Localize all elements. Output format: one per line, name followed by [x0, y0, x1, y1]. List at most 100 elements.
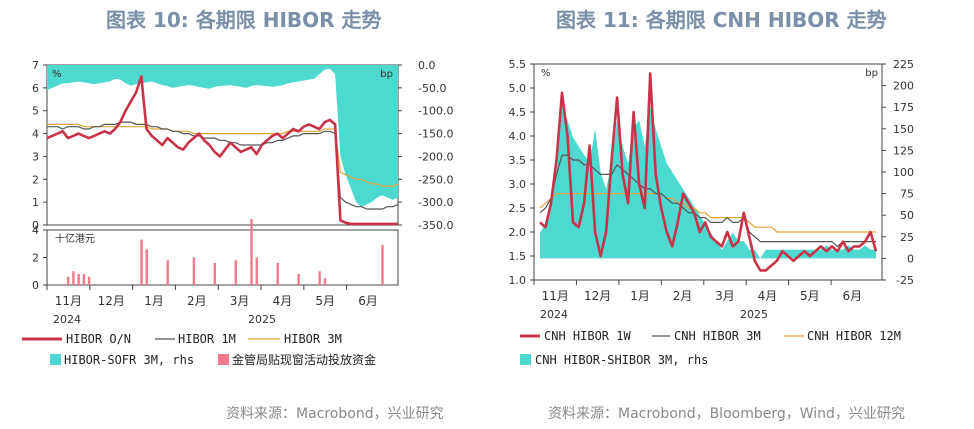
discount-window-bar — [82, 274, 86, 285]
discount-window-bar — [72, 271, 75, 285]
discount-window-bar — [213, 263, 217, 285]
left-ytick-rhs-label: -50.0 — [418, 82, 446, 95]
right-xtick-label: 11月 — [542, 289, 569, 303]
right-unit-bp: bp — [865, 68, 878, 79]
right-ytick-label: 5.5 — [509, 58, 527, 71]
right-xtick-label: 12月 — [584, 289, 611, 303]
right-xtick-label: 3月 — [715, 289, 735, 303]
discount-window-bar — [87, 276, 91, 285]
left-ytick-rhs-label: -250.0 — [418, 173, 453, 186]
right-ytick-rhs-label: 50 — [900, 209, 914, 222]
hibor-on-line — [46, 75, 398, 226]
right-ytick-rhs-label: 150 — [893, 123, 914, 136]
right-ytick-rhs-label: 200 — [893, 80, 914, 93]
legend-hibor-1m-label: HIBOR 1M — [178, 332, 236, 346]
left-unit-bp: bp — [380, 69, 393, 80]
discount-window-bar — [255, 257, 258, 285]
right-source: 资料来源：Macrobond，Bloomberg，Wind，兴业研究 — [548, 406, 905, 422]
right-ytick-rhs-label: 100 — [893, 166, 914, 179]
left-ytick-label: 4 — [32, 128, 39, 141]
left-lower-frame — [46, 229, 399, 286]
left-xtick-label: 5月 — [315, 294, 335, 308]
right-ytick-label: 3.5 — [509, 154, 527, 167]
right-ytick-rhs-label: 0 — [907, 252, 914, 265]
left-ytick-label: 7 — [32, 59, 39, 72]
legend-hibor-3m-label: HIBOR 3M — [284, 332, 342, 346]
right-xtick-label: 1月 — [630, 289, 650, 303]
right-ytick-rhs-label: 75 — [900, 188, 914, 201]
discount-window-bar — [297, 274, 300, 285]
cnh-shibor-area — [540, 107, 876, 259]
right-ytick-label: 3.0 — [509, 178, 527, 191]
left-ytick-rhs-label: -200.0 — [418, 150, 453, 163]
left-ytick-label: 0 — [32, 219, 39, 232]
hibor-3m-line — [47, 123, 399, 187]
right-ytick-rhs-label: 25 — [900, 231, 914, 244]
right-ytick-rhs-label: 225 — [893, 58, 914, 71]
left-ytick-label: 5 — [32, 105, 39, 118]
right-chart-title: 图表 11: 各期限 CNH HIBOR 走势 — [556, 8, 887, 32]
right-ytick-rhs-label: 175 — [893, 101, 914, 114]
legend-cnh-spread-swatch — [520, 354, 531, 365]
discount-window-bar — [192, 257, 196, 285]
left-xtick-label: 3月 — [230, 294, 250, 308]
left-lower-ytick-label: 4 — [32, 224, 39, 237]
right-xtick-label: 6月 — [842, 289, 862, 303]
hibor-sofr-area — [47, 65, 398, 207]
right-ytick-label: 4.0 — [509, 130, 527, 143]
legend-cnh-12m-label: CNH HIBOR 12M — [807, 329, 901, 343]
left-ytick-label: 3 — [32, 150, 39, 163]
right-year-2025: 2025 — [740, 308, 768, 321]
left-ytick-label: 6 — [32, 82, 39, 95]
right-ytick-label: 4.5 — [509, 106, 527, 119]
left-lower-ytick-label: 2 — [32, 252, 39, 265]
discount-window-bar — [381, 245, 384, 285]
discount-window-bar — [140, 239, 143, 285]
legend-spread-swatch — [50, 354, 61, 365]
right-xtick-label: 4月 — [758, 289, 778, 303]
discount-window-bar — [166, 260, 169, 285]
discount-window-bar — [77, 274, 80, 285]
left-chart-title: 图表 10: 各期限 HIBOR 走势 — [106, 8, 382, 32]
discount-window-bar — [323, 278, 327, 285]
right-ytick-rhs-label: -25 — [896, 274, 914, 287]
left-ytick-label: 2 — [32, 173, 39, 186]
left-ytick-rhs-label: 0.0 — [418, 59, 436, 72]
discount-window-bar — [276, 263, 279, 285]
right-ytick-label: 2.0 — [509, 226, 527, 239]
left-xtick-label: 12月 — [98, 294, 125, 308]
left-xtick-label: 4月 — [273, 294, 293, 308]
right-ytick-rhs-label: 125 — [893, 144, 914, 157]
legend-bars-label: 金管局贴现窗活动投放资金 — [232, 352, 376, 367]
left-source: 资料来源：Macrobond，兴业研究 — [226, 406, 444, 422]
left-xtick-label: 2月 — [187, 294, 207, 308]
right-ytick-label: 2.5 — [509, 202, 527, 215]
legend-bars-swatch — [218, 354, 229, 365]
legend-cnh-1w-label: CNH HIBOR 1W — [544, 329, 631, 343]
legend-cnh-3m-label: CNH HIBOR 3M — [674, 329, 761, 343]
right-ytick-label: 5.0 — [509, 82, 527, 95]
cnh-1w-line — [539, 72, 878, 272]
left-ytick-label: 1 — [32, 196, 39, 209]
right-ytick-label: 1.0 — [509, 274, 527, 287]
discount-window-bar — [318, 271, 321, 285]
discount-window-bar — [66, 276, 70, 285]
left-lower-ytick-label: 0 — [32, 279, 39, 292]
left-xtick-label: 6月 — [358, 294, 378, 308]
left-chart: % bp 十亿港元 0 1 2 3 4 5 6 7 0.0 -50.0 -100.0 -150.0 -20… — [22, 59, 453, 367]
left-lower-unit: 十亿港元 — [55, 232, 95, 245]
legend-hibor-on-label: HIBOR O/N — [66, 332, 131, 346]
left-ytick-rhs-label: -100.0 — [418, 105, 453, 118]
right-xtick-label: 5月 — [800, 289, 820, 303]
right-ytick-label: 1.5 — [509, 250, 527, 263]
discount-window-bar — [145, 249, 148, 285]
left-ytick-rhs-label: -350.0 — [418, 219, 453, 232]
discount-window-bar — [234, 260, 237, 285]
left-xtick-label: 1月 — [144, 294, 164, 308]
right-year-2024: 2024 — [540, 308, 568, 321]
right-chart: % bp 1.0 1.5 2.0 2.5 3.0 3.5 4.0 4.5 5.0 5.5 -25 0 25… — [509, 58, 915, 367]
legend-spread-label: HIBOR-SOFR 3M, rhs — [64, 353, 194, 367]
left-xtick-label: 11月 — [55, 294, 82, 308]
left-ytick-rhs-label: -150.0 — [418, 128, 453, 141]
left-year-2025: 2025 — [248, 313, 276, 326]
